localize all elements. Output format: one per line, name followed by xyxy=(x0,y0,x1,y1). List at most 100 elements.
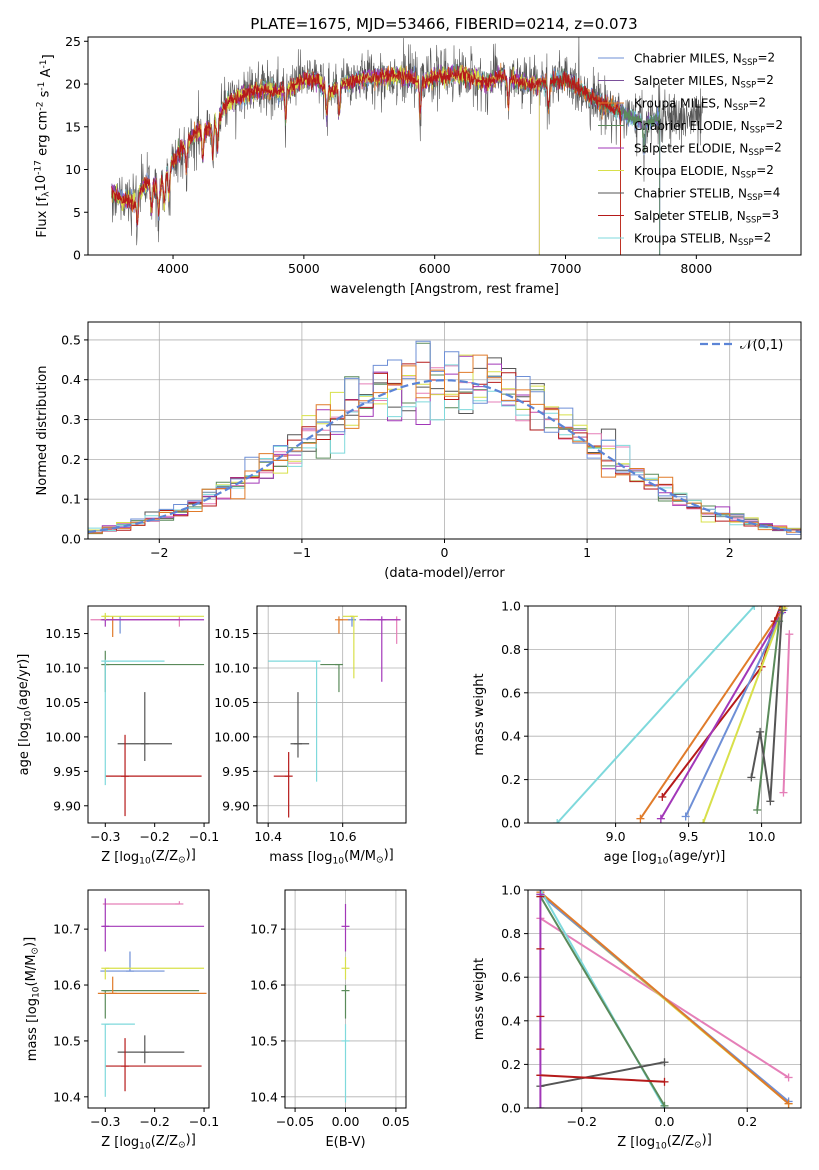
residuals-panel: −2 −1 0 1 2 0.0 0.1 0.2 0.3 0.4 0.5 (data-model)/er… xyxy=(35,321,802,581)
x-tick-label: −0.1 xyxy=(189,1114,219,1129)
y-tick-label: 1.0 xyxy=(501,599,521,614)
cdf-line-salpeter-elodie xyxy=(660,611,783,820)
x-tick-label: −0.05 xyxy=(276,1114,314,1129)
y-tick-label: 0.6 xyxy=(501,685,521,700)
y-tick-label: 10.00 xyxy=(214,729,250,744)
x-tick-label: −0.1 xyxy=(189,829,219,844)
ageMass-frame xyxy=(256,605,407,824)
x-tick-label: 7000 xyxy=(550,261,582,276)
y-tick-label: 10.7 xyxy=(250,922,278,937)
y-tick-label: 10.10 xyxy=(214,661,250,676)
y-tick-label: 0.2 xyxy=(61,452,81,467)
cdf-line-kroupa-miles xyxy=(639,606,786,820)
y-tick-label: 10 xyxy=(65,162,81,177)
y-tick-label: 9.90 xyxy=(53,798,81,813)
ageZ-panel: −0.3 −0.2 −0.1 9.90 9.95 10.00 10.05 10.10 10.15… xyxy=(16,605,219,867)
legend-label: Kroupa ELODIE, NSSP​=2 xyxy=(634,163,774,180)
ZCDF-plot-area xyxy=(536,890,793,1108)
x-tick-label: 4000 xyxy=(157,261,189,276)
x-tick-label: −0.2 xyxy=(139,829,169,844)
y-tick-label: 0.3 xyxy=(61,412,81,427)
cdf-line-kroupa-elodie xyxy=(702,607,785,823)
massEBV-plot-area xyxy=(341,903,350,1103)
x-tick-label: 10.4 xyxy=(254,829,282,844)
x-tick-label: 9.5 xyxy=(679,829,699,844)
x-tick-label: 1 xyxy=(583,545,591,560)
y-tick-label: 0.0 xyxy=(501,1101,521,1116)
y-tick-label: 1.0 xyxy=(501,883,521,898)
massZ-frame xyxy=(87,889,210,1109)
ageMass-panel: 10.4 10.6 9.90 9.95 10.00 10.05 10.10 10.15 mass… xyxy=(214,605,407,867)
y-tick-label: 0.0 xyxy=(501,816,521,831)
cdf-line-chabrier-elodie xyxy=(756,621,781,811)
y-tick-label: 0.1 xyxy=(61,492,81,507)
y-tick-label: 0.2 xyxy=(501,772,521,787)
y-tick-label: 0.4 xyxy=(501,729,521,744)
residuals-ylabel: Normed distribution xyxy=(35,366,50,496)
ageZ-plot-area xyxy=(90,612,205,817)
y-tick-label: 10.7 xyxy=(53,922,81,937)
hist-step-kroupa-miles xyxy=(88,354,801,534)
x-tick-label: −0.2 xyxy=(567,1114,597,1129)
y-tick-label: 9.90 xyxy=(222,798,250,813)
y-tick-label: 0 xyxy=(73,248,81,263)
legend-label: 𝒩(0,1) xyxy=(740,338,783,353)
y-tick-label: 0.5 xyxy=(61,332,81,347)
y-tick-label: 10.4 xyxy=(53,1089,81,1104)
spectrum-frame xyxy=(87,36,802,256)
hist-legend: 𝒩(0,1) xyxy=(700,338,783,353)
y-tick-label: 20 xyxy=(65,77,81,92)
x-tick-label: 0.0 xyxy=(655,1114,675,1129)
y-tick-label: 10.05 xyxy=(45,695,81,710)
cdf-line-pink xyxy=(782,634,791,793)
ageCDF-plot-area xyxy=(553,606,794,823)
y-tick-label: 0.4 xyxy=(501,1013,521,1028)
legend-label: Kroupa MILES, NSSP​=2 xyxy=(634,95,766,112)
y-tick-label: 10.15 xyxy=(214,626,250,641)
ageMass-plot-area xyxy=(268,615,401,818)
ZCDF-ylabel: mass weight xyxy=(472,958,487,1040)
y-tick-label: 0.4 xyxy=(61,372,81,387)
y-tick-label: 9.95 xyxy=(222,764,250,779)
x-tick-label: −2 xyxy=(150,545,168,560)
y-tick-label: 10.4 xyxy=(250,1089,278,1104)
x-tick-label: −0.3 xyxy=(90,1114,120,1129)
legend-label: Chabrier ELODIE, NSSP​=2 xyxy=(634,118,783,135)
ageZ-xlabel: Z [log10​(Z/Z⊙​)] xyxy=(101,848,196,867)
y-tick-label: 10.15 xyxy=(45,626,81,641)
ageZ-frame xyxy=(87,605,210,824)
x-tick-label: 10.0 xyxy=(748,829,776,844)
ageZ-ylabel: age [log10​(age/yr)] xyxy=(16,654,34,776)
y-tick-label: 15 xyxy=(65,119,81,134)
massEBV-xlabel: E(B-V) xyxy=(325,1135,365,1150)
ageCDF-xlabel: age [log10​(age/yr)] xyxy=(604,849,726,867)
x-tick-label: 10.6 xyxy=(329,829,357,844)
ZCDF-panel: −0.2 0.0 0.2 0.0 0.2 0.4 0.6 0.8 1.0 Z [log10​(Z/… xyxy=(472,883,802,1152)
spectrum-xlabel: wavelength [Angstrom, rest frame] xyxy=(330,282,559,297)
y-tick-label: 10.6 xyxy=(53,978,81,993)
x-tick-label: 5000 xyxy=(288,261,320,276)
legend-label: Salpeter ELODIE, NSSP​=2 xyxy=(634,140,782,157)
residuals-xlabel: (data-model)/error xyxy=(384,566,505,581)
massZ-panel: −0.3 −0.2 −0.1 10.4 10.5 10.6 10.7 Z [log10​(Z/… xyxy=(23,889,219,1152)
spectrum-legend: Chabrier MILES, NSSP​=2 Salpeter MILES, N… xyxy=(598,50,783,247)
ageMass-xlabel: mass [log10​(M/M⊙​)] xyxy=(269,848,393,867)
massZ-ylabel: mass [log10​(M/M⊙​)] xyxy=(23,937,42,1061)
x-tick-label: 0.2 xyxy=(737,1114,757,1129)
x-tick-label: −0.2 xyxy=(139,1114,169,1129)
legend-label: Chabrier MILES, NSSP​=2 xyxy=(634,50,775,67)
y-tick-label: 0.6 xyxy=(501,970,521,985)
spectrum-title: PLATE=1675, MJD=53466, FIBERID=0214, z=0… xyxy=(250,15,637,33)
cdf-line-chabrier-stelib xyxy=(540,1061,665,1088)
cdf-line-chabrier-miles xyxy=(684,609,785,817)
x-tick-label: 0.05 xyxy=(382,1114,410,1129)
cdf-line-kroupa-miles xyxy=(539,891,790,1105)
y-tick-label: 0.8 xyxy=(501,926,521,941)
cdf-line-salpeter-stelib xyxy=(540,1074,665,1083)
ageCDF-frame xyxy=(527,605,802,824)
spectrum-plot-area xyxy=(111,37,704,255)
y-tick-label: 5 xyxy=(73,205,81,220)
legend-label: Chabrier STELIB, NSSP​=4 xyxy=(634,185,780,202)
residuals-plot-area xyxy=(88,340,801,535)
